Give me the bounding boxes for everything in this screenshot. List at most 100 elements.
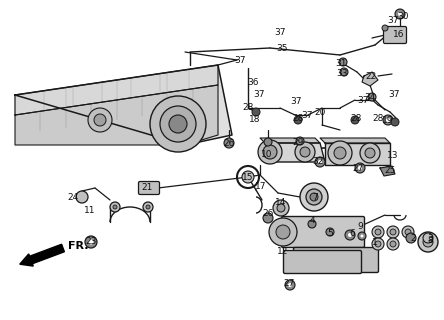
FancyBboxPatch shape (139, 181, 159, 195)
Circle shape (169, 115, 187, 133)
Circle shape (277, 204, 285, 212)
Text: 10: 10 (261, 149, 273, 158)
FancyArrow shape (20, 244, 64, 266)
Circle shape (318, 160, 322, 164)
Text: 26: 26 (262, 209, 274, 218)
Circle shape (308, 220, 316, 228)
Polygon shape (380, 166, 395, 176)
Polygon shape (15, 65, 218, 115)
Circle shape (326, 228, 334, 236)
Circle shape (294, 116, 302, 124)
Circle shape (423, 237, 433, 247)
FancyBboxPatch shape (293, 247, 378, 273)
Circle shape (273, 200, 289, 216)
Polygon shape (15, 85, 218, 145)
Text: 26: 26 (223, 139, 235, 148)
Circle shape (328, 141, 352, 165)
Circle shape (390, 229, 396, 235)
Polygon shape (260, 138, 320, 143)
Circle shape (391, 118, 399, 126)
Circle shape (300, 147, 310, 157)
Text: 13: 13 (387, 150, 399, 159)
Text: 4: 4 (309, 215, 315, 225)
Circle shape (263, 213, 273, 223)
Text: 14: 14 (275, 197, 287, 206)
Text: 28: 28 (242, 102, 254, 111)
Text: 5: 5 (327, 228, 333, 237)
Text: 15: 15 (242, 172, 254, 181)
Circle shape (386, 118, 390, 122)
Circle shape (85, 236, 97, 248)
Text: FR.: FR. (68, 241, 88, 251)
Polygon shape (325, 143, 390, 165)
Circle shape (285, 280, 295, 290)
Circle shape (160, 106, 196, 142)
Circle shape (345, 230, 355, 240)
Text: 32: 32 (312, 156, 324, 165)
Circle shape (360, 143, 380, 163)
Text: 23: 23 (85, 236, 97, 245)
Circle shape (252, 108, 260, 116)
Circle shape (372, 226, 384, 238)
Circle shape (296, 137, 304, 145)
Polygon shape (265, 143, 325, 162)
Text: 16: 16 (393, 29, 405, 38)
Circle shape (310, 193, 318, 201)
Text: 30: 30 (397, 12, 409, 20)
FancyBboxPatch shape (284, 251, 361, 274)
Circle shape (88, 239, 94, 244)
Text: 28: 28 (292, 114, 304, 123)
Circle shape (348, 233, 352, 237)
Circle shape (358, 232, 366, 240)
Circle shape (269, 218, 297, 246)
Circle shape (375, 229, 381, 235)
Text: 37: 37 (253, 90, 265, 99)
Polygon shape (362, 72, 378, 86)
Text: 7: 7 (312, 193, 318, 202)
Text: 33: 33 (336, 68, 348, 77)
Circle shape (340, 68, 348, 76)
Circle shape (387, 226, 399, 238)
Text: 22: 22 (365, 71, 377, 81)
Circle shape (402, 226, 414, 238)
Circle shape (361, 235, 364, 237)
Text: 24: 24 (67, 193, 79, 202)
Circle shape (113, 205, 117, 209)
Text: 29: 29 (292, 138, 304, 147)
Circle shape (372, 238, 384, 250)
Text: 28: 28 (373, 114, 384, 123)
Circle shape (358, 166, 362, 170)
Circle shape (334, 147, 346, 159)
Text: 8: 8 (427, 236, 433, 244)
Circle shape (387, 238, 399, 250)
Circle shape (365, 148, 375, 158)
Circle shape (351, 116, 359, 124)
Circle shape (375, 241, 381, 247)
Text: 17: 17 (255, 181, 267, 190)
Circle shape (76, 191, 88, 203)
Circle shape (423, 233, 433, 243)
Circle shape (263, 145, 277, 159)
Circle shape (88, 108, 112, 132)
Circle shape (94, 114, 106, 126)
Circle shape (242, 171, 254, 183)
Circle shape (395, 9, 405, 19)
Text: 19: 19 (382, 116, 394, 124)
Text: 21: 21 (141, 182, 153, 191)
Circle shape (150, 96, 206, 152)
Circle shape (295, 142, 315, 162)
Text: 18: 18 (249, 115, 261, 124)
Text: 37: 37 (387, 15, 399, 25)
Circle shape (355, 163, 365, 173)
Polygon shape (320, 138, 390, 143)
Text: 28: 28 (350, 114, 362, 123)
FancyBboxPatch shape (281, 217, 365, 247)
Circle shape (143, 202, 153, 212)
Text: 37: 37 (274, 28, 286, 36)
Circle shape (405, 229, 411, 235)
Polygon shape (15, 65, 232, 145)
Text: 12: 12 (278, 246, 289, 255)
Text: 3: 3 (427, 234, 433, 243)
Text: 37: 37 (357, 95, 369, 105)
Circle shape (406, 233, 416, 243)
